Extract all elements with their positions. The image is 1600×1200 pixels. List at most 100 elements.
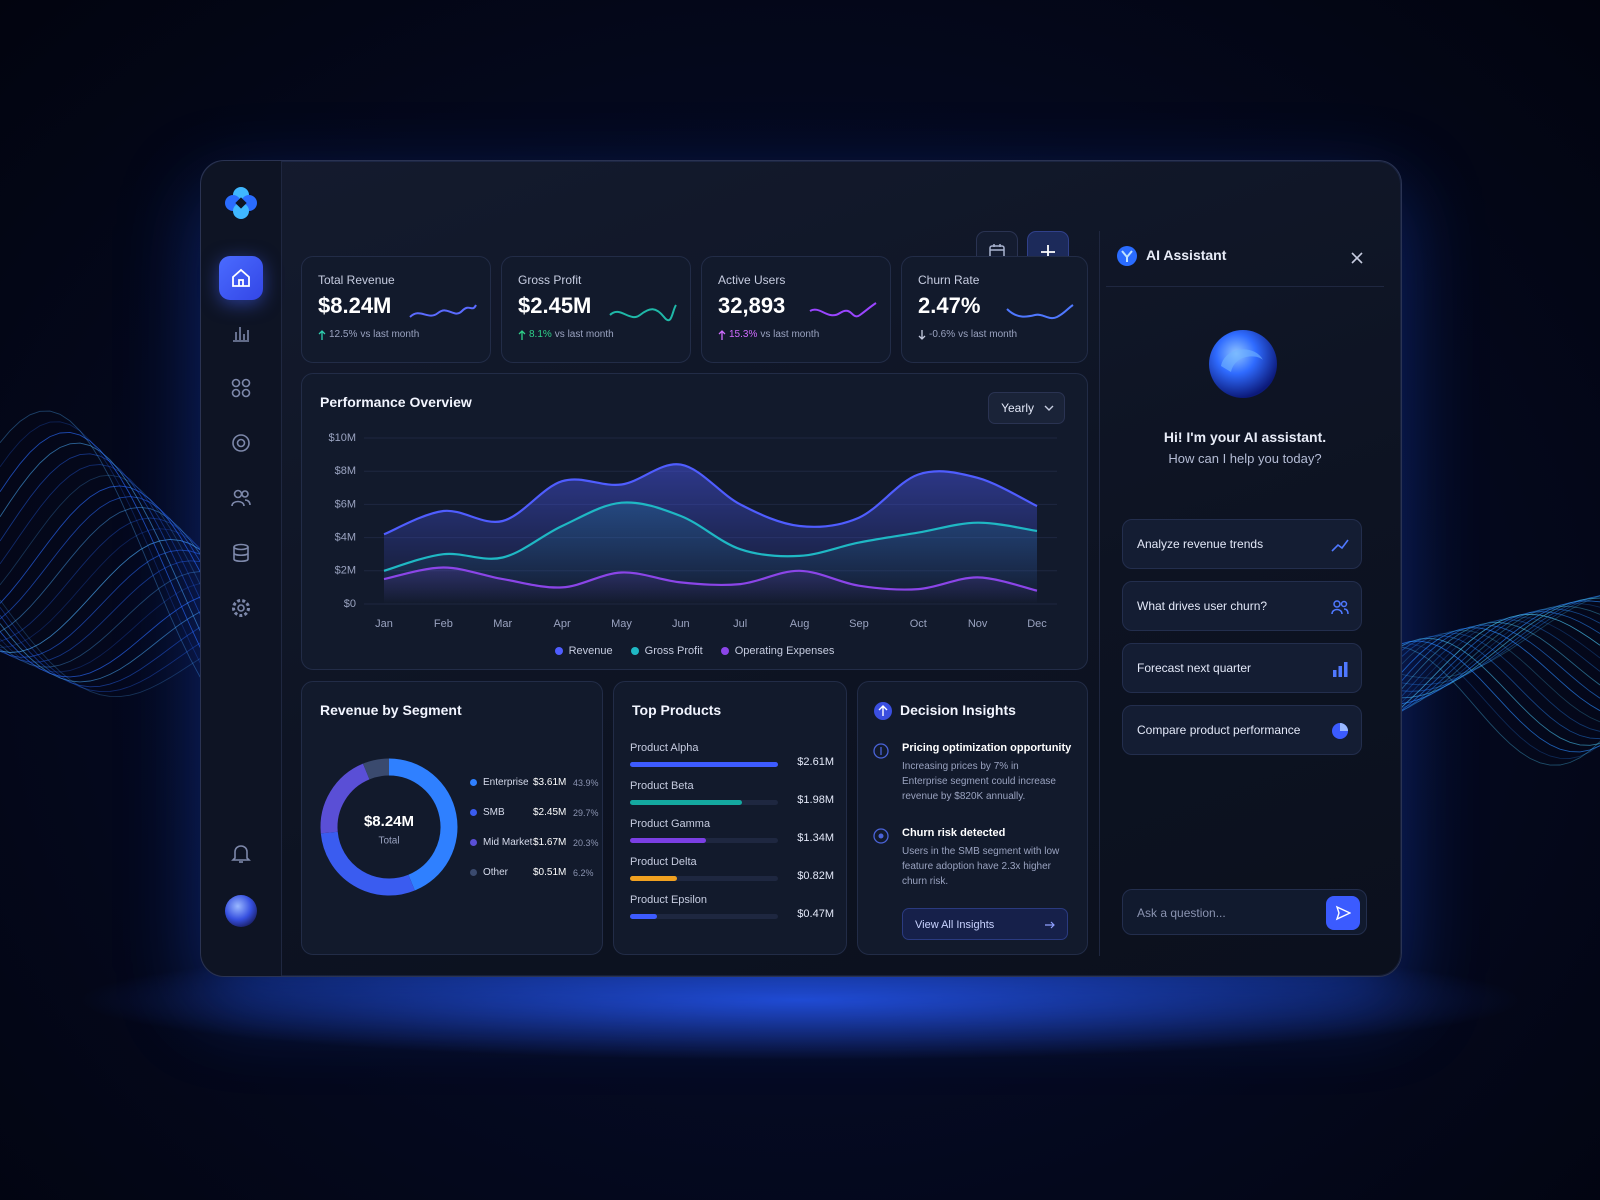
nav-goals[interactable] — [219, 421, 263, 465]
assistant-prompt: How can I help you today? — [1168, 451, 1322, 466]
performance-card: Performance Overview Yearly $0 $2M $4M $6M $… — [301, 373, 1088, 670]
x-tick-label: Jul — [733, 618, 747, 630]
insight-item: Churn risk detected Users in the SMB seg… — [872, 827, 1072, 897]
segment-percent: 6.2% — [573, 867, 594, 878]
kpi-title: Active Users — [718, 273, 786, 287]
donut-segment — [320, 763, 370, 834]
period-label: Yearly — [1001, 401, 1034, 415]
nav-settings[interactable] — [219, 586, 263, 630]
product-row: Product Delta $0.82M — [630, 856, 834, 892]
kpi-value: 2.47% — [918, 293, 981, 318]
question-input[interactable]: Ask a question... — [1122, 889, 1367, 935]
x-tick-label: Aug — [790, 618, 810, 630]
donut-center-label: Total — [378, 836, 399, 847]
users-icon — [1331, 600, 1349, 615]
trend-icon — [1331, 539, 1349, 552]
chart-icon — [233, 327, 249, 342]
user-avatar[interactable] — [219, 889, 263, 933]
legend-item: Revenue — [554, 645, 613, 657]
insight-icon — [873, 828, 889, 844]
close-button[interactable] — [1350, 251, 1364, 265]
nav-users[interactable] — [219, 476, 263, 520]
donut-center-value: $8.24M — [364, 813, 414, 830]
suggestion[interactable]: Compare product performance — [1122, 705, 1362, 755]
donut-segment — [363, 758, 390, 780]
kpi-value: $2.45M — [518, 293, 592, 318]
assistant-logo — [1117, 246, 1137, 266]
kpi-change: -0.6% vs last month — [918, 329, 1017, 340]
nav-home[interactable] — [219, 256, 263, 300]
database-icon — [233, 543, 249, 563]
series-area — [384, 502, 1037, 604]
legend-item: Gross Profit — [630, 645, 703, 657]
insight-item: Pricing optimization opportunity Increas… — [872, 742, 1072, 812]
series-line — [383, 501, 1038, 572]
legend-dot — [470, 869, 477, 876]
up-arrow — [318, 329, 326, 340]
assistant-greeting: Hi! I'm your AI assistant. — [1163, 429, 1327, 445]
legend-dot — [554, 647, 563, 655]
bar-track — [630, 914, 778, 919]
donut-segment — [320, 831, 415, 896]
suggestion[interactable]: Analyze revenue trends — [1122, 519, 1362, 569]
period-dropdown[interactable]: Yearly — [988, 392, 1065, 424]
suggestion[interactable]: What drives user churn? — [1122, 581, 1362, 631]
x-tick-label: Jun — [672, 618, 690, 630]
legend-dot — [470, 809, 477, 816]
y-tick-label: $4M — [335, 532, 356, 544]
segment-percent: 43.9% — [573, 777, 599, 788]
legend-label: Gross Profit — [644, 645, 703, 657]
bar — [630, 838, 706, 843]
bar-value-label: $0.47M — [797, 908, 834, 920]
donut-chart: $8.24M Total — [320, 758, 458, 896]
insights-title: Decision Insights — [900, 702, 1016, 718]
sidebar — [201, 161, 282, 976]
x-tick-label: Feb — [434, 618, 453, 630]
divider — [1106, 286, 1384, 287]
bar — [630, 762, 778, 767]
bar — [630, 914, 657, 919]
kpi-card: Gross Profit $2.45M 8.1% vs last month — [501, 256, 691, 363]
segment-name: Mid Market — [483, 837, 533, 848]
x-tick-label: Dec — [1027, 618, 1047, 630]
segment-row: Enterprise $3.61M 43.9% — [470, 777, 603, 788]
product-name: Product Gamma — [630, 818, 711, 830]
kpi-value: $8.24M — [318, 293, 392, 318]
settings-icon — [232, 599, 250, 617]
x-tick-label: Jan — [375, 618, 393, 630]
bell-icon — [231, 845, 251, 863]
change-value: 8.1% — [529, 329, 552, 340]
nav-apps[interactable] — [219, 366, 263, 410]
bar-track — [630, 876, 778, 881]
segment-amount: $1.67M — [533, 837, 567, 848]
sparkline — [409, 304, 477, 318]
change-note: vs last month — [360, 329, 420, 340]
nav-analytics[interactable] — [219, 311, 263, 355]
bar-track — [630, 800, 778, 805]
change-note: vs last month — [760, 329, 820, 340]
y-tick-label: $10M — [328, 432, 356, 444]
sparkline — [1006, 304, 1074, 320]
bar-value-label: $1.34M — [797, 832, 834, 844]
sparkline — [809, 302, 877, 318]
bars-icon — [1333, 662, 1348, 677]
home-icon — [232, 268, 250, 287]
suggestion[interactable]: Forecast next quarter — [1122, 643, 1362, 693]
legend-item: Operating Expenses — [720, 645, 834, 657]
change-note: vs last month — [554, 329, 614, 340]
legend-dot — [720, 647, 729, 655]
view-insights-button[interactable]: View All Insights — [902, 908, 1068, 940]
insight-title: Churn risk detected — [902, 827, 1006, 839]
suggestion-label: Analyze revenue trends — [1137, 537, 1264, 551]
segment-percent: 29.7% — [573, 807, 599, 818]
send-button[interactable] — [1326, 896, 1360, 930]
segment-legend: Enterprise $3.61M 43.9% SMB $2.45M 29.7% Mid M… — [470, 777, 600, 907]
kpi-change: 15.3% vs last month — [718, 329, 819, 340]
down-arrow — [918, 329, 926, 340]
chart-title: Top Products — [632, 702, 722, 718]
x-tick-label: Apr — [554, 618, 571, 630]
x-tick-label: Mar — [493, 618, 512, 630]
nav-notifications[interactable] — [219, 831, 263, 875]
nav-data[interactable] — [219, 531, 263, 575]
product-name: Product Alpha — [630, 742, 699, 754]
